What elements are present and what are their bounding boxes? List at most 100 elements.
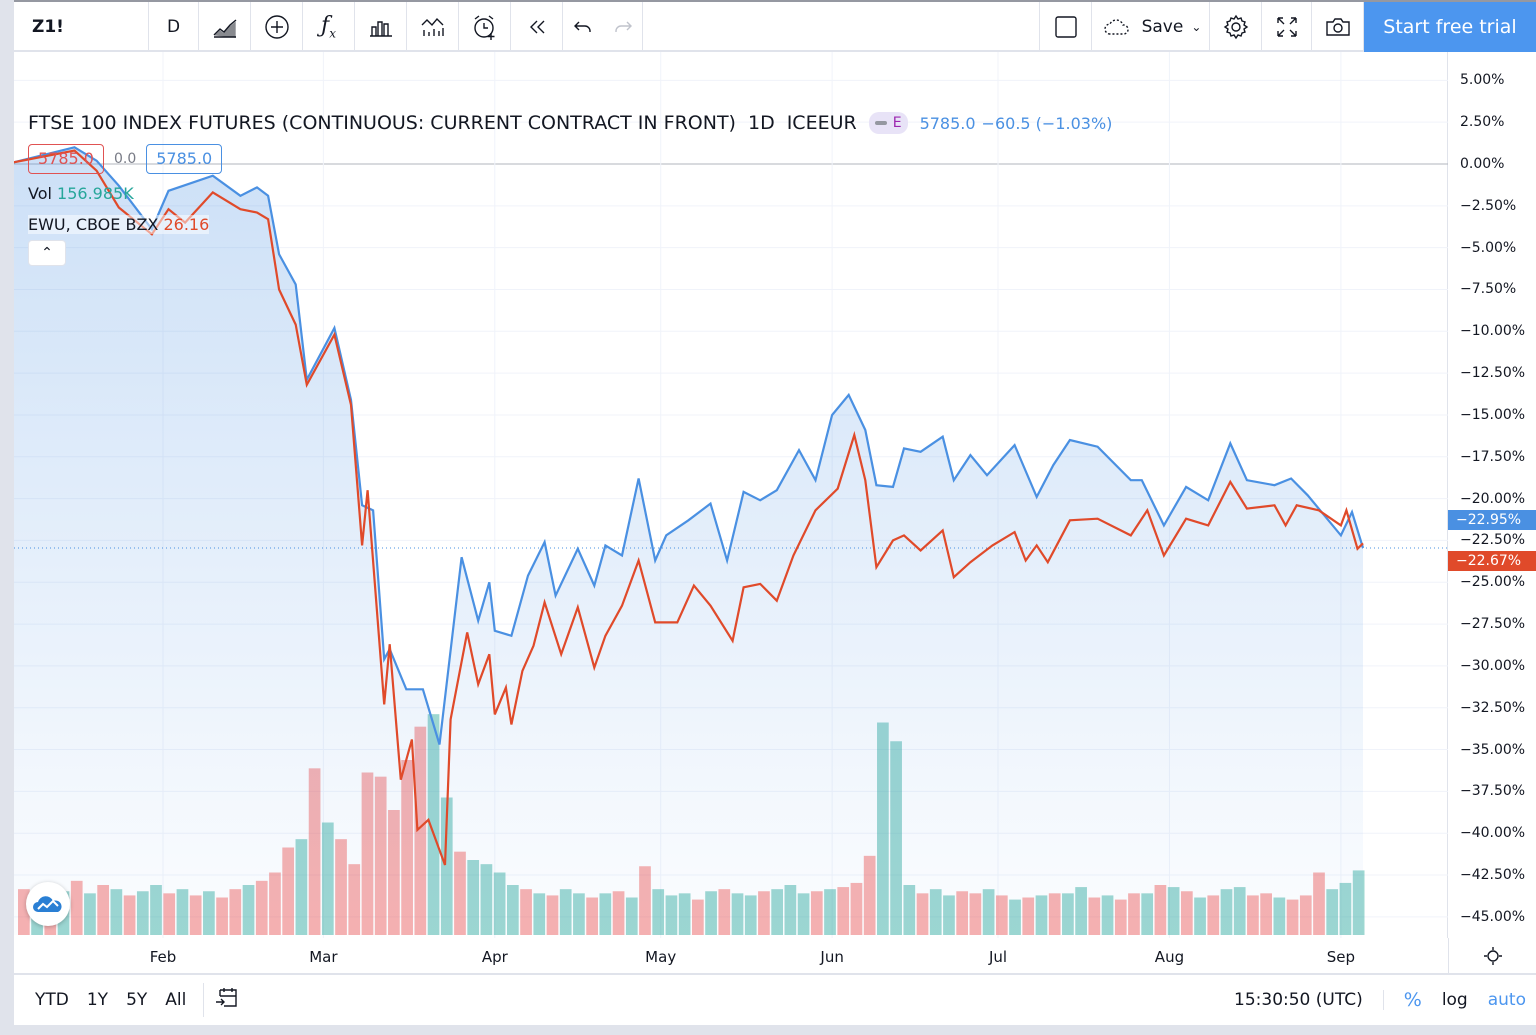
financials-button[interactable] (355, 2, 407, 52)
compare-symbol[interactable]: EWU, CBOE BZX (28, 215, 159, 234)
log-scale-toggle[interactable]: log (1441, 990, 1468, 1010)
undo-button[interactable] (563, 2, 603, 52)
rewind-icon (529, 20, 544, 34)
price-tick-label: 0.00% (1460, 156, 1505, 172)
compare-button[interactable] (251, 2, 303, 52)
undo-icon (574, 21, 591, 32)
earnings-badge[interactable]: E (868, 112, 908, 134)
price-tick-label: 5.00% (1460, 72, 1505, 89)
fullscreen-button[interactable] (1262, 2, 1312, 52)
time-axis[interactable]: Feb Mar Apr May Jun Jul Aug Sep (14, 938, 1536, 975)
badge-label: E (892, 115, 902, 131)
main-series-area (14, 147, 1364, 935)
tradingview-logo-button[interactable] (26, 882, 70, 926)
symbol-exchange: ICEEUR (786, 112, 857, 134)
range-ytd[interactable]: YTD (35, 990, 69, 1010)
symbol-description: FTSE 100 INDEX FUTURES (CONTINUOUS: CURR… (28, 112, 736, 134)
price-tick-label: −20.00% (1460, 490, 1526, 507)
price-tick-label: −12.50% (1460, 365, 1526, 382)
collapse-legend-button[interactable]: ⌃ (28, 240, 66, 266)
price-tick-label: −7.50% (1460, 281, 1517, 298)
price-tick-label: −2.50% (1460, 197, 1517, 214)
indicators-button[interactable]: ƒx (303, 2, 355, 52)
alarm-clock-plus-icon (473, 15, 494, 40)
chevron-up-icon: ⌃ (41, 245, 53, 261)
price-tick-label: −37.50% (1460, 783, 1526, 800)
save-label: Save (1141, 17, 1184, 37)
range-all[interactable]: All (165, 990, 187, 1010)
compare-last-value-label: −22.67% (1448, 551, 1536, 572)
last-price: 5785.0 (919, 113, 976, 133)
percent-scale-toggle[interactable]: % (1403, 989, 1422, 1011)
price-change: −60.5 (−1.03%) (981, 113, 1113, 133)
price-tick-label: −42.50% (1460, 867, 1526, 884)
chevron-down-icon: ⌄ (1191, 20, 1202, 34)
price-tick-label: −15.00% (1460, 406, 1526, 423)
goto-date-button[interactable] (204, 986, 250, 1015)
range-1y[interactable]: 1Y (86, 990, 109, 1010)
cloud-icon (1103, 19, 1129, 35)
bottom-toolbar: YTD 1Y 5Y All 15:30:50 (UTC) % log auto (14, 975, 1536, 1025)
compare-value: 26.16 (163, 215, 210, 234)
price-tick-label: −25.00% (1460, 574, 1526, 591)
start-free-trial-button[interactable]: Start free trial (1364, 2, 1536, 52)
price-axis[interactable]: 5.00% 2.50% 0.00% −2.50% −5.00% −7.50% −10.00%… (1448, 52, 1536, 938)
expand-icon (1276, 17, 1297, 37)
save-button[interactable]: Save ⌄ (1092, 2, 1210, 52)
main-series-line[interactable] (14, 146, 1365, 745)
time-tick-label: Aug (1154, 948, 1185, 966)
time-tick-label: Mar (309, 948, 338, 966)
alert-button[interactable] (459, 2, 511, 52)
redo-button[interactable] (603, 2, 643, 52)
price-chart[interactable] (14, 52, 1448, 938)
price-tick-label: −17.50% (1460, 448, 1526, 465)
range-5y[interactable]: 5Y (126, 990, 148, 1010)
price-tick-label: −30.00% (1460, 657, 1526, 674)
time-tick-label: Sep (1326, 948, 1356, 966)
time-tick-label: May (645, 948, 677, 966)
price-tick-label: 2.50% (1460, 114, 1505, 131)
auto-scale-toggle[interactable]: auto (1487, 990, 1526, 1010)
price-tick-label: −27.50% (1460, 616, 1526, 633)
chart-pane[interactable]: FTSE 100 INDEX FUTURES (CONTINUOUS: CURR… (14, 52, 1448, 938)
chart-legend: FTSE 100 INDEX FUTURES (CONTINUOUS: CURR… (28, 112, 1112, 266)
cloud-logo-icon (33, 896, 62, 912)
bar-chart-icon (369, 21, 392, 37)
chart-type-button[interactable] (199, 2, 251, 52)
sell-price-button[interactable]: 5785.0 (28, 144, 104, 174)
price-tick-label: −32.50% (1460, 699, 1526, 716)
sun-icon (1483, 946, 1502, 965)
clock-time[interactable]: 15:30:50 (UTC) (1224, 990, 1384, 1010)
time-tick-label: Jul (988, 948, 1008, 966)
price-tick-label: −40.00% (1460, 825, 1526, 842)
symbol-search-button[interactable]: Z1! (14, 2, 149, 52)
price-tick-label: −22.50% (1460, 532, 1526, 549)
top-toolbar: Z1! D ƒx Save ⌄ Start free trial (14, 0, 1536, 52)
templates-button[interactable] (407, 2, 459, 52)
symbol-title: FTSE 100 INDEX FUTURES (CONTINUOUS: CURR… (28, 112, 1112, 134)
interval-button[interactable]: D (149, 2, 199, 52)
price-tick-label: −10.00% (1460, 323, 1526, 340)
price-tick-label: −45.00% (1460, 908, 1526, 925)
compare-series-line[interactable] (14, 149, 1364, 866)
price-tick-label: −5.00% (1460, 239, 1517, 256)
buy-price-button[interactable]: 5785.0 (146, 144, 223, 174)
redo-icon (614, 21, 632, 32)
replay-button[interactable] (511, 2, 563, 52)
area-chart-icon (213, 19, 236, 38)
layout-button[interactable] (1040, 2, 1092, 52)
axis-settings-button[interactable] (1448, 938, 1536, 973)
volume-label: Vol (28, 184, 52, 203)
camera-icon (1325, 18, 1350, 36)
settings-button[interactable] (1210, 2, 1262, 52)
square-icon (1054, 16, 1077, 38)
price-tick-label: −35.00% (1460, 741, 1526, 758)
gear-icon (1223, 14, 1248, 40)
calendar-goto-icon (216, 987, 238, 1007)
time-tick-label: Apr (481, 948, 508, 966)
tradingview-app: Z1! D ƒx Save ⌄ Start free trial FTSE 100… (14, 0, 1536, 1025)
plus-circle-icon (264, 15, 289, 39)
main-last-value-label: −22.95% (1448, 509, 1536, 530)
snapshot-button[interactable] (1312, 2, 1364, 52)
function-icon: ƒx (321, 13, 336, 41)
